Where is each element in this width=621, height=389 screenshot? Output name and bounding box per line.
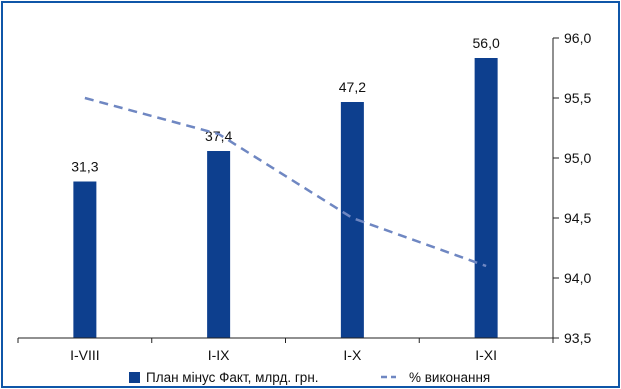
line-series xyxy=(84,96,487,268)
x-tick-label: I-XI xyxy=(475,347,497,363)
right-tick-label: 93,5 xyxy=(564,330,591,346)
x-tick-label: I-VIII xyxy=(70,347,100,363)
right-tick-label: 96,0 xyxy=(564,30,591,46)
x-tick-label: I-X xyxy=(343,347,362,363)
bar-value-label: 31,3 xyxy=(71,159,98,175)
bar xyxy=(474,58,498,338)
legend-line-label: % виконання xyxy=(409,370,490,385)
legend: План мінус Факт, млрд. грн. % виконання xyxy=(129,370,490,385)
bar xyxy=(73,181,97,338)
right-tick-label: 94,5 xyxy=(564,210,591,226)
bar xyxy=(207,151,231,338)
right-tick-label: 95,0 xyxy=(564,150,591,166)
bar xyxy=(340,102,364,338)
legend-bar-label: План мінус Факт, млрд. грн. xyxy=(146,370,319,385)
bar-value-label: 56,0 xyxy=(473,35,500,51)
x-tick-label: I-IX xyxy=(208,347,230,363)
right-tick-label: 94,0 xyxy=(564,270,591,286)
legend-bar-swatch xyxy=(129,372,140,383)
bar-value-label: 47,2 xyxy=(339,79,366,95)
bar-value-label: 37,4 xyxy=(205,128,232,144)
right-tick-label: 95,5 xyxy=(564,90,591,106)
plot-area: 31,3 37,4 47,2 56,0 I-VIII I-IX I-X I-XI 96,0 95,… xyxy=(17,30,591,363)
